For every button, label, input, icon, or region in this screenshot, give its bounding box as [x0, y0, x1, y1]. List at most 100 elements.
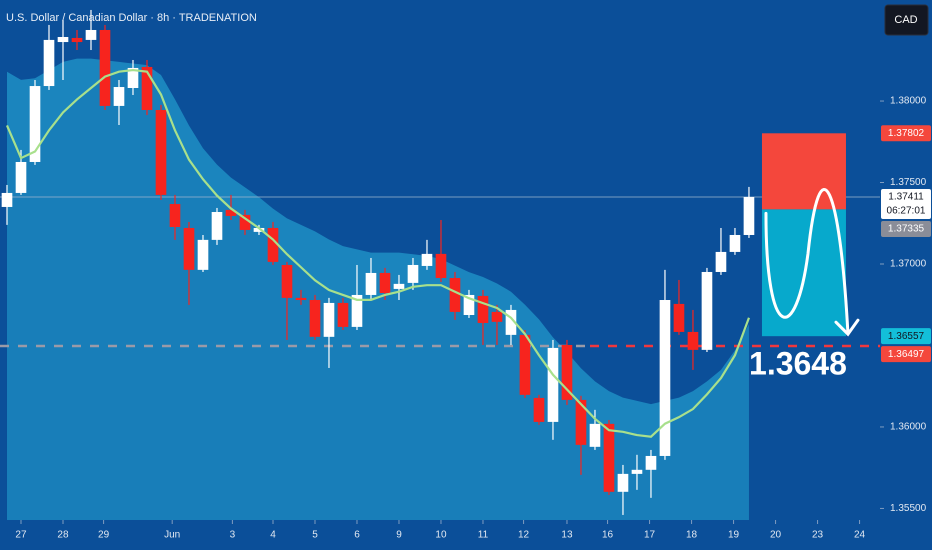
candle-body [15, 161, 27, 193]
candle-body [309, 300, 321, 337]
candle-body [617, 473, 629, 492]
price-axis [880, 0, 932, 550]
candle-body [351, 294, 363, 327]
x-tick-label: 23 [812, 530, 824, 541]
candle-body [29, 86, 41, 162]
ma-fill [6, 70, 749, 520]
candle-body [323, 302, 335, 337]
currency-button[interactable] [884, 4, 929, 36]
candle-body [43, 39, 55, 87]
price-tag-label: 1.37335 [888, 224, 925, 235]
price-tag-label: 1.36497 [888, 349, 925, 360]
candle-body [225, 209, 237, 216]
candle-body [701, 271, 713, 350]
candle-body [477, 295, 489, 323]
y-tick-label: 1.37000 [890, 259, 927, 270]
candle-body [491, 311, 503, 322]
candle-body [211, 212, 223, 240]
x-tick-label: 5 [312, 530, 318, 541]
x-tick-label: 3 [230, 530, 236, 541]
candle-body [253, 227, 265, 232]
candle-body [687, 331, 699, 350]
x-tick-label: 12 [518, 530, 530, 541]
candle-body [575, 399, 587, 445]
x-tick-label: 20 [770, 530, 782, 541]
candle-body [379, 272, 391, 293]
candle-body [533, 397, 545, 422]
candle-body [715, 251, 727, 272]
x-tick-label: 6 [354, 530, 360, 541]
x-tick-label: 27 [15, 530, 27, 541]
y-tick-label: 1.36000 [890, 422, 927, 433]
target-annotation: 1.3648 [749, 346, 847, 382]
price-tag [881, 189, 931, 220]
x-tick-label: 10 [435, 530, 447, 541]
candle-body [71, 37, 83, 43]
candle-body [337, 302, 349, 327]
stop-zone [761, 133, 846, 210]
candle-body [673, 303, 685, 332]
candle-body [603, 423, 615, 492]
y-tick-label: 1.37500 [890, 177, 927, 188]
candle-body [155, 109, 167, 195]
candle-body [407, 264, 419, 283]
price-tag-label: 1.36557 [888, 331, 925, 342]
candle-body [421, 253, 433, 266]
candle-body [645, 455, 657, 470]
y-tick-label: 1.38000 [890, 96, 927, 107]
candle-body [127, 67, 139, 88]
price-tag-label: 1.37411 [888, 192, 924, 203]
candle-body [197, 239, 209, 270]
y-tick-label: 1.35500 [890, 503, 927, 514]
candle-body [141, 66, 153, 110]
candle-body [85, 29, 97, 40]
candle-body [239, 214, 251, 230]
candle-body [99, 29, 111, 106]
x-tick-label: 11 [478, 530, 489, 541]
candle-body [169, 204, 181, 228]
candle-body [449, 278, 461, 312]
candle-body [561, 344, 573, 400]
price-tag [881, 125, 931, 142]
x-tick-label: Jun [164, 530, 180, 541]
x-tick-label: 4 [270, 530, 276, 541]
candle-body [295, 297, 307, 301]
chart-title: U.S. Dollar / Canadian Dollar · 8h · TRA… [6, 12, 257, 24]
currency-label[interactable]: CAD [894, 14, 917, 26]
candle-body [631, 469, 643, 474]
candle-body [1, 192, 13, 207]
candle-body [435, 253, 447, 279]
ma-line [5, 68, 750, 438]
candle-body [365, 272, 377, 295]
countdown-label: 06:27:01 [887, 206, 926, 217]
candle-body [729, 234, 741, 252]
candle-body [281, 264, 293, 298]
candle-body [743, 197, 755, 235]
forecast-arrow [764, 187, 860, 337]
x-tick-label: 17 [644, 530, 656, 541]
candle-body [547, 347, 559, 422]
x-tick-label: 19 [728, 530, 740, 541]
x-tick-label: 28 [57, 530, 69, 541]
candle-body [267, 227, 279, 262]
price-tag [881, 221, 931, 238]
x-tick-label: 13 [561, 530, 573, 541]
x-tick-label: 24 [854, 530, 866, 541]
candle-body [113, 87, 125, 106]
price-tag-label: 1.37802 [888, 128, 925, 139]
x-tick-label: 9 [396, 530, 402, 541]
candle-body [659, 300, 671, 456]
candle-body [57, 36, 69, 43]
candle-body [589, 423, 601, 447]
candle-body [183, 227, 195, 270]
candle-body [463, 294, 475, 315]
candle-body [519, 334, 531, 395]
candle-body [393, 283, 405, 289]
price-tag [881, 328, 931, 345]
x-tick-label: 29 [98, 530, 110, 541]
price-tag [881, 346, 931, 363]
band-area [6, 58, 749, 520]
candle-body [505, 309, 517, 335]
